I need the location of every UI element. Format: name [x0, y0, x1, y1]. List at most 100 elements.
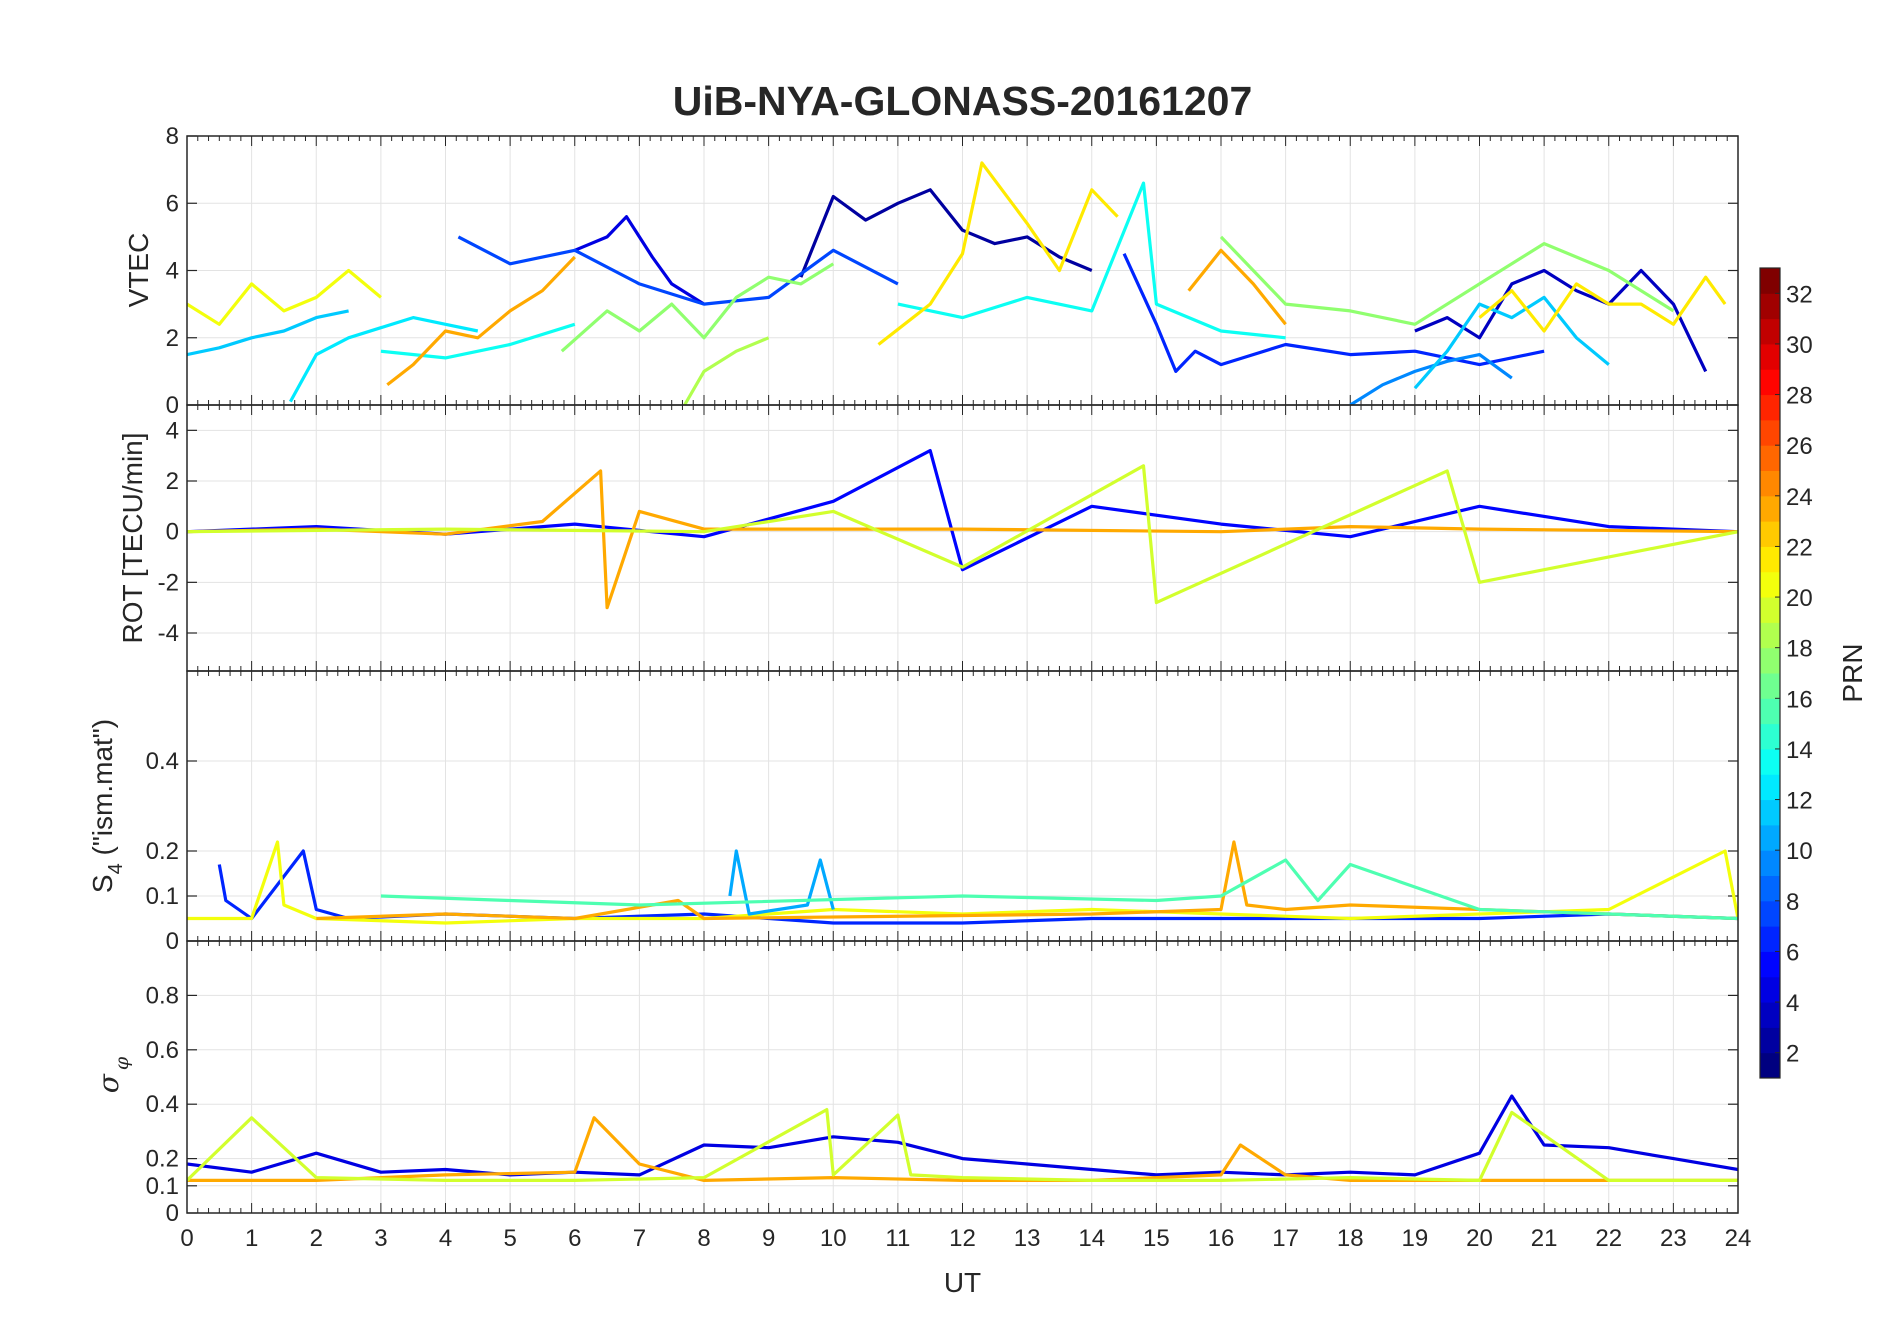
x-tick-label: 21 [1531, 1225, 1558, 1252]
series-line-prn-23 [1187, 248, 1287, 326]
y-axis-label-s4: S4 ("ism.mat") [87, 719, 127, 893]
x-tick-label: 17 [1272, 1225, 1299, 1252]
y-axis-label-sigma: σφ [92, 1056, 133, 1093]
series-line-prn-11 [187, 309, 349, 357]
series-line-prn-4 [574, 215, 705, 306]
colorbar-tick-label: 4 [1786, 990, 1799, 1017]
y-tick-label: 0.4 [146, 1091, 179, 1118]
x-tick-label: 11 [885, 1225, 910, 1252]
y-tick-label: 0.4 [146, 748, 179, 775]
x-tick-label: 14 [1078, 1225, 1105, 1252]
colorbar-tick-label: 26 [1786, 433, 1813, 460]
series-line-prn-21 [1478, 275, 1727, 333]
y-tick-label: 6 [166, 190, 179, 217]
series-line-prn-20 [187, 268, 382, 326]
y-axis-label-vtec: VTEC [123, 233, 154, 308]
series-line-prn-3 [1414, 268, 1708, 373]
x-tick-label: 13 [1014, 1225, 1041, 1252]
y-tick-label: -2 [158, 569, 179, 596]
colorbar-segment [1760, 268, 1780, 294]
y-tick-label: 0.2 [146, 1146, 179, 1173]
colorbar-segment [1760, 546, 1780, 573]
colorbar-segment [1760, 419, 1780, 446]
colorbar-tick-label: 8 [1786, 889, 1799, 916]
colorbar-tick-label: 28 [1786, 383, 1813, 410]
colorbar-tick-label: 22 [1786, 534, 1813, 561]
colorbar-tick-label: 16 [1786, 686, 1813, 713]
colorbar-segment [1760, 900, 1780, 927]
x-tick-label: 7 [633, 1225, 646, 1252]
y-tick-label: 0.2 [146, 838, 179, 865]
colorbar-segment [1760, 318, 1780, 345]
colorbar-segment [1760, 470, 1780, 497]
colorbar-segment [1760, 369, 1780, 396]
y-tick-label: 0.8 [146, 982, 179, 1009]
series-line-prn-11 [1413, 295, 1610, 390]
y-tick-label: 4 [166, 417, 179, 444]
series-line-prn-19 [187, 1107, 1738, 1183]
colorbar-tick-label: 20 [1786, 585, 1813, 612]
colorbar-segment [1760, 1002, 1780, 1028]
y-tick-label: 0.6 [146, 1037, 179, 1064]
y-tick-label: 0 [166, 519, 179, 546]
colorbar-segment [1760, 521, 1780, 547]
colorbar-segment [1760, 875, 1780, 902]
y-tick-label: 2 [166, 325, 179, 352]
colorbar-tick-label: 32 [1786, 281, 1813, 308]
colorbar-tick-label: 18 [1786, 636, 1813, 663]
series-line-prn-13 [897, 181, 1286, 340]
colorbar-segment [1760, 799, 1780, 826]
y-tick-label: 0.1 [146, 1173, 179, 1200]
colorbar-tick-label: 12 [1786, 788, 1813, 815]
x-tick-label: 23 [1660, 1225, 1687, 1252]
x-tick-label: 3 [374, 1225, 387, 1252]
colorbar-segment [1760, 394, 1780, 421]
series-line-prn-23 [386, 255, 576, 387]
colorbar-tick-label: 14 [1786, 737, 1813, 764]
x-tick-label: 22 [1595, 1225, 1622, 1252]
colorbar-segment [1760, 951, 1780, 978]
colorbar-segment [1760, 647, 1780, 674]
y-tick-label: 8 [166, 123, 179, 150]
series-line-prn-10 [728, 849, 835, 916]
panel-frame [186, 940, 1739, 1214]
y-tick-label: 0.1 [146, 883, 179, 910]
x-tick-label: 10 [820, 1225, 847, 1252]
y-tick-label: 4 [166, 258, 179, 285]
colorbar-segment [1760, 343, 1780, 370]
x-axis-label: UT [944, 1267, 981, 1298]
x-tick-label: 20 [1466, 1225, 1493, 1252]
colorbar-segment [1760, 850, 1780, 876]
colorbar-frame [1759, 267, 1781, 1079]
colorbar-tick-label: 10 [1786, 838, 1813, 865]
series-line-prn-18 [683, 336, 770, 405]
series-line-prn-23 [316, 840, 1738, 921]
x-tick-label: 24 [1725, 1225, 1752, 1252]
x-tick-label: 18 [1337, 1225, 1364, 1252]
colorbar-segment [1760, 597, 1780, 623]
colorbar-segment [1760, 698, 1780, 725]
colorbar-segment [1760, 673, 1780, 699]
colorbar-segment [1760, 1052, 1780, 1079]
series-line-prn-7 [457, 235, 899, 306]
colorbar-segment [1760, 571, 1780, 598]
colorbar-tick-label: 6 [1786, 939, 1799, 966]
colorbar-segment [1760, 723, 1780, 750]
x-tick-label: 5 [503, 1225, 516, 1252]
series-line-prn-13 [380, 322, 576, 360]
y-tick-label: -4 [158, 620, 179, 647]
x-tick-label: 12 [949, 1225, 976, 1252]
colorbar-segment [1760, 976, 1780, 1003]
y-axis-label-rot: ROT [TECU/min] [117, 432, 148, 643]
panel-rot [186, 404, 1739, 672]
chart-title: UiB-NYA-GLONASS-20161207 [673, 78, 1253, 124]
colorbar-segment [1760, 774, 1780, 801]
colorbar-tick-label: 2 [1786, 1041, 1799, 1068]
x-tick-label: 19 [1402, 1225, 1429, 1252]
x-tick-label: 4 [439, 1225, 452, 1252]
colorbar [1759, 267, 1781, 1079]
colorbar-segment [1760, 926, 1780, 952]
colorbar-segment [1760, 824, 1780, 851]
x-tick-label: 1 [245, 1225, 258, 1252]
